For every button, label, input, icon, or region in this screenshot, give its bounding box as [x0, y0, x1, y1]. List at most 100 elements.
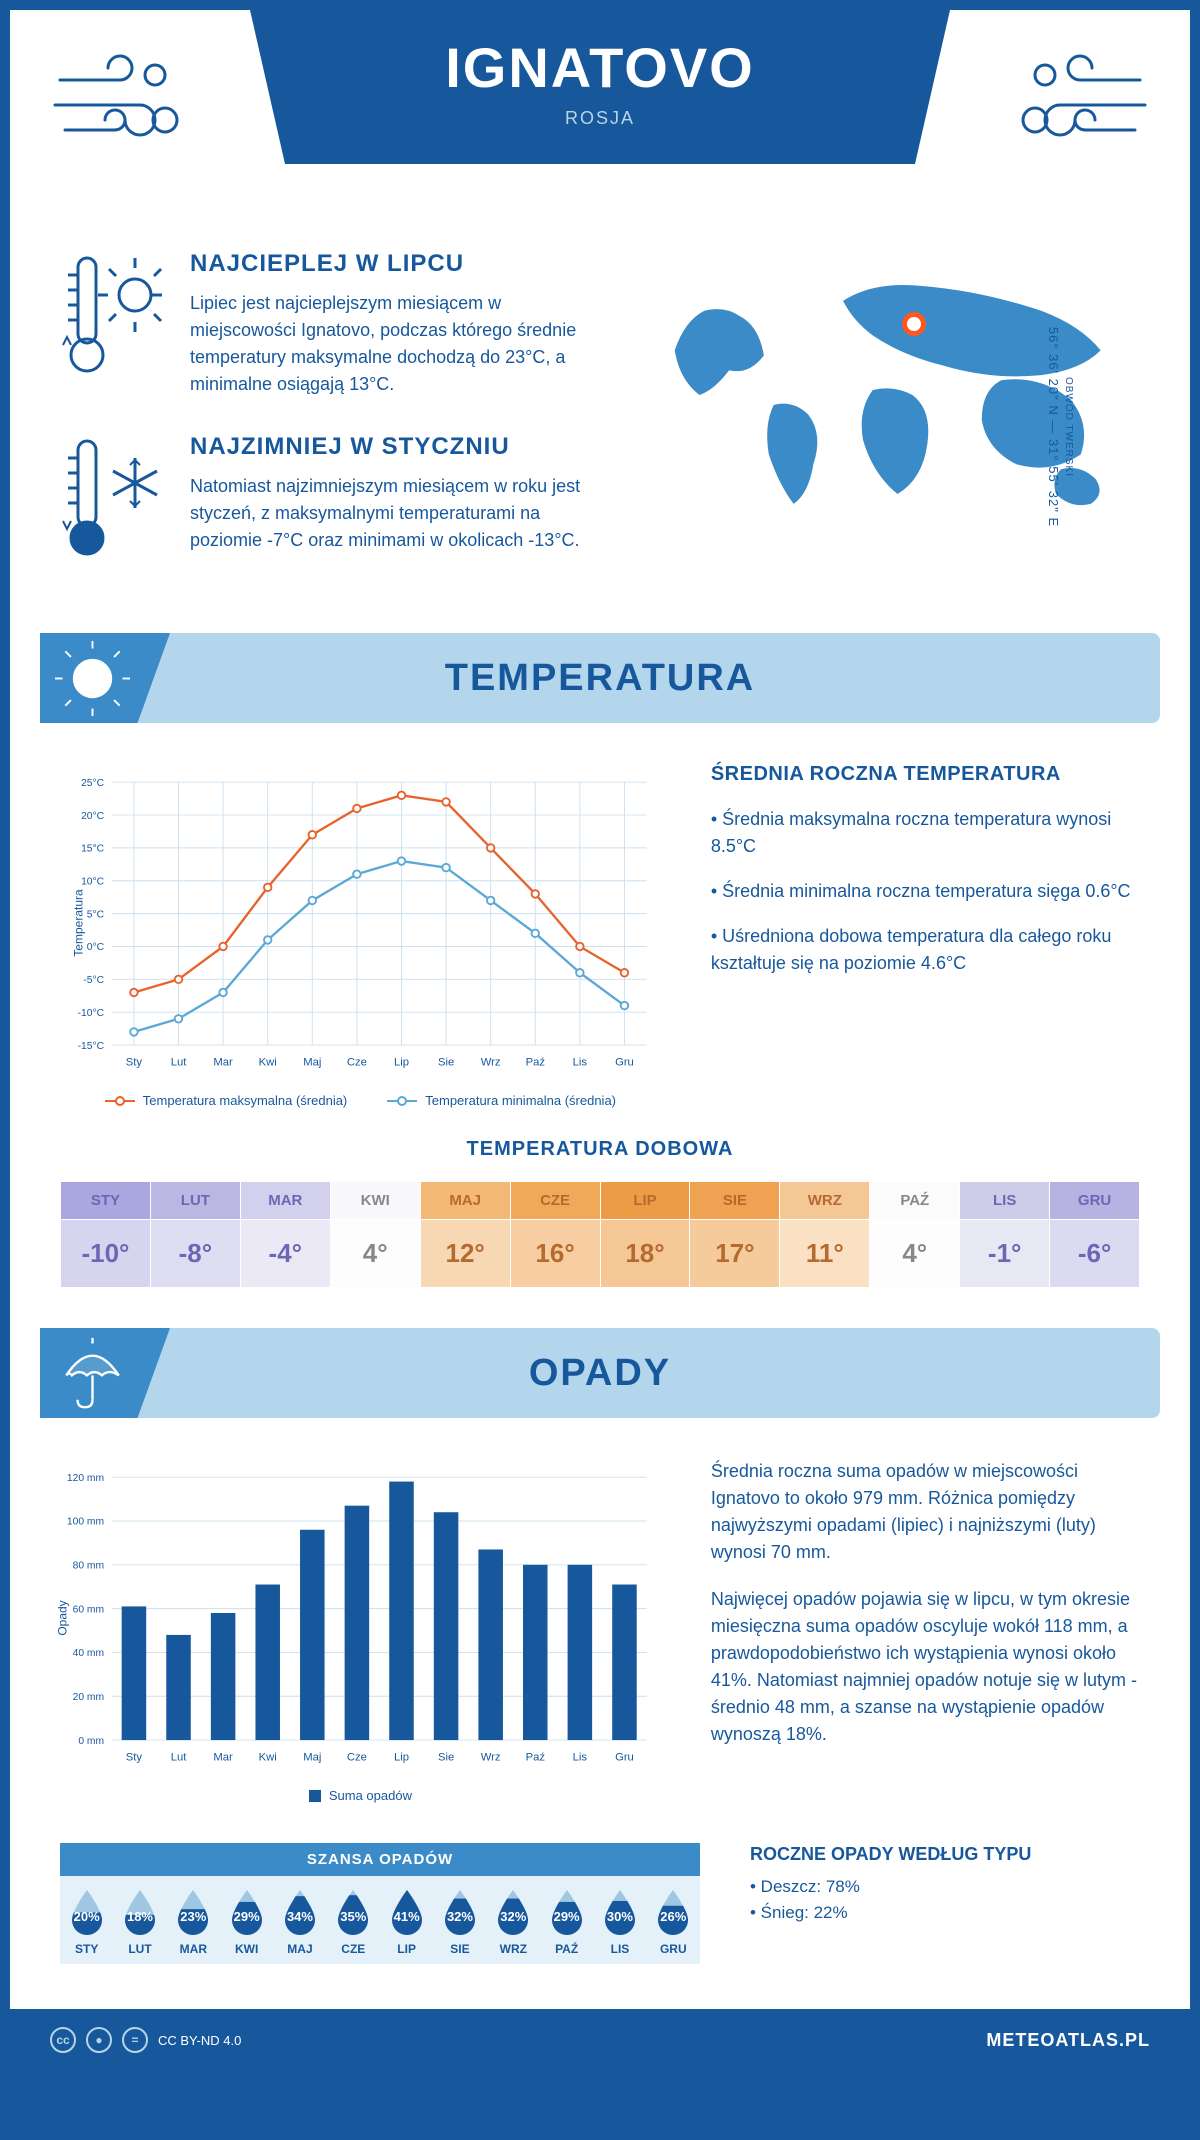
temp-table-cell: SIE17°: [690, 1182, 780, 1287]
temp-table-cell: LUT-8°: [151, 1182, 241, 1287]
intro-text-column: NAJCIEPLEJ W LIPCU Lipiec jest najcieple…: [60, 250, 605, 603]
annual-temp-bullet: • Średnia maksymalna roczna temperatura …: [711, 806, 1140, 860]
wind-icon-left: [50, 50, 190, 165]
svg-text:5°C: 5°C: [87, 909, 105, 920]
type-bullet: • Deszcz: 78%: [750, 1877, 1140, 1897]
svg-text:Mar: Mar: [213, 1057, 233, 1069]
temp-table-cell: STY-10°: [61, 1182, 151, 1287]
precipitation-title: OPADY: [529, 1352, 671, 1395]
nd-icon: =: [122, 2027, 148, 2053]
chance-cell: 18%LUT: [113, 1888, 166, 1956]
daily-temperature-table: TEMPERATURA DOBOWA STY-10°LUT-8°MAR-4°KW…: [10, 1138, 1190, 1328]
svg-text:Lip: Lip: [394, 1057, 409, 1069]
chance-cell: 30%LIS: [593, 1888, 646, 1956]
city-title: IGNATOVO: [250, 35, 950, 100]
chance-cell: 23%MAR: [167, 1888, 220, 1956]
thermometer-sun-icon: [60, 250, 170, 398]
temp-table-cell: MAR-4°: [241, 1182, 331, 1287]
footer: cc ● = CC BY-ND 4.0 METEOATLAS.PL: [10, 2009, 1190, 2071]
intro-section: NAJCIEPLEJ W LIPCU Lipiec jest najcieple…: [10, 210, 1190, 633]
coldest-text: Natomiast najzimniejszym miesiącem w rok…: [190, 473, 605, 554]
svg-text:Lip: Lip: [394, 1752, 409, 1764]
location-marker-icon: [902, 312, 926, 336]
chance-cell: 29%KWI: [220, 1888, 273, 1956]
svg-text:Kwi: Kwi: [259, 1752, 277, 1764]
precipitation-bar-chart: Opady 0 mm20 mm40 mm60 mm80 mm100 mm120 …: [60, 1458, 661, 1778]
svg-text:-5°C: -5°C: [83, 975, 104, 986]
chance-cell: 32%SIE: [433, 1888, 486, 1956]
svg-text:Mar: Mar: [213, 1752, 233, 1764]
temp-table-cell: GRU-6°: [1050, 1182, 1139, 1287]
license-block: cc ● = CC BY-ND 4.0: [50, 2027, 241, 2053]
svg-text:100 mm: 100 mm: [67, 1517, 104, 1528]
chance-cell: 41%LIP: [380, 1888, 433, 1956]
umbrella-icon: [40, 1328, 170, 1418]
svg-text:Maj: Maj: [303, 1752, 321, 1764]
temperature-line-chart: Temperatura -15°C-10°C-5°C0°C5°C10°C15°C…: [60, 763, 661, 1083]
coldest-heading: NAJZIMNIEJ W STYCZNIU: [190, 433, 605, 461]
svg-text:25°C: 25°C: [81, 778, 105, 789]
precipitation-type-box: ROCZNE OPADY WEDŁUG TYPU • Deszcz: 78% •…: [700, 1844, 1190, 1949]
svg-text:Maj: Maj: [303, 1057, 321, 1069]
coordinates-label: OBWÓD TWERSKI 56° 36' 20" N — 31° 55' 32…: [1046, 326, 1074, 526]
precipitation-chance-box: SZANSA OPADÓW 20%STY18%LUT23%MAR29%KWI34…: [60, 1843, 700, 1964]
license-text: CC BY-ND 4.0: [158, 2033, 241, 2048]
temperature-title: TEMPERATURA: [445, 657, 756, 700]
precip-paragraph: Najwięcej opadów pojawia się w lipcu, w …: [711, 1586, 1140, 1748]
precipitation-banner: OPADY: [40, 1328, 1160, 1418]
svg-text:120 mm: 120 mm: [67, 1473, 104, 1484]
svg-text:0°C: 0°C: [87, 942, 105, 953]
temperature-chart-area: Temperatura -15°C-10°C-5°C0°C5°C10°C15°C…: [60, 763, 661, 1108]
wind-icon-right: [1010, 50, 1150, 165]
svg-text:Sie: Sie: [438, 1752, 454, 1764]
chance-cell: 34%MAJ: [273, 1888, 326, 1956]
temp-table-cell: LIP18°: [601, 1182, 691, 1287]
svg-text:Sie: Sie: [438, 1057, 454, 1069]
chance-cell: 26%GRU: [647, 1888, 700, 1956]
type-heading: ROCZNE OPADY WEDŁUG TYPU: [750, 1844, 1140, 1865]
temperature-content: Temperatura -15°C-10°C-5°C0°C5°C10°C15°C…: [10, 723, 1190, 1138]
temperature-banner: TEMPERATURA: [40, 633, 1160, 723]
svg-text:Lut: Lut: [171, 1057, 188, 1069]
type-bullet: • Śnieg: 22%: [750, 1903, 1140, 1923]
precipitation-content: Opady 0 mm20 mm40 mm60 mm80 mm100 mm120 …: [10, 1418, 1190, 1833]
title-banner: IGNATOVO ROSJA: [250, 10, 950, 164]
cc-icon: cc: [50, 2027, 76, 2053]
precipitation-chart-area: Opady 0 mm20 mm40 mm60 mm80 mm100 mm120 …: [60, 1458, 661, 1803]
svg-text:Gru: Gru: [615, 1752, 634, 1764]
svg-text:Lis: Lis: [573, 1752, 588, 1764]
svg-text:Sty: Sty: [126, 1057, 143, 1069]
temperature-legend: Temperatura maksymalna (średnia) Tempera…: [60, 1093, 661, 1108]
country-subtitle: ROSJA: [250, 108, 950, 129]
svg-text:Wrz: Wrz: [481, 1057, 501, 1069]
temperature-info: ŚREDNIA ROCZNA TEMPERATURA • Średnia mak…: [711, 763, 1140, 1108]
svg-text:Cze: Cze: [347, 1752, 367, 1764]
temp-table-cell: WRZ11°: [780, 1182, 870, 1287]
header: IGNATOVO ROSJA: [10, 10, 1190, 210]
precip-paragraph: Średnia roczna suma opadów w miejscowośc…: [711, 1458, 1140, 1566]
warmest-text: Lipiec jest najcieplejszym miesiącem w m…: [190, 290, 605, 398]
temp-table-cell: KWI4°: [331, 1182, 421, 1287]
svg-text:Paź: Paź: [526, 1752, 546, 1764]
annual-temp-bullet: • Uśredniona dobowa temperatura dla całe…: [711, 923, 1140, 977]
svg-text:Sty: Sty: [126, 1752, 143, 1764]
svg-text:Kwi: Kwi: [259, 1057, 277, 1069]
coldest-block: NAJZIMNIEJ W STYCZNIU Natomiast najzimni…: [60, 433, 605, 568]
svg-text:0 mm: 0 mm: [78, 1736, 104, 1747]
map-column: OBWÓD TWERSKI 56° 36' 20" N — 31° 55' 32…: [645, 250, 1140, 603]
thermometer-snow-icon: [60, 433, 170, 568]
svg-text:Gru: Gru: [615, 1057, 634, 1069]
by-icon: ●: [86, 2027, 112, 2053]
chance-cell: 20%STY: [60, 1888, 113, 1956]
annual-temp-bullet: • Średnia minimalna roczna temperatura s…: [711, 878, 1140, 905]
chance-heading: SZANSA OPADÓW: [60, 1843, 700, 1876]
infographic-page: IGNATOVO ROSJA: [10, 10, 1190, 2071]
warmest-heading: NAJCIEPLEJ W LIPCU: [190, 250, 605, 278]
precipitation-info: Średnia roczna suma opadów w miejscowośc…: [711, 1458, 1140, 1803]
warmest-block: NAJCIEPLEJ W LIPCU Lipiec jest najcieple…: [60, 250, 605, 398]
daily-temp-heading: TEMPERATURA DOBOWA: [60, 1138, 1140, 1161]
temp-table-cell: MAJ12°: [421, 1182, 511, 1287]
svg-text:20 mm: 20 mm: [73, 1692, 105, 1703]
svg-text:10°C: 10°C: [81, 877, 105, 888]
temp-table-cell: CZE16°: [511, 1182, 601, 1287]
